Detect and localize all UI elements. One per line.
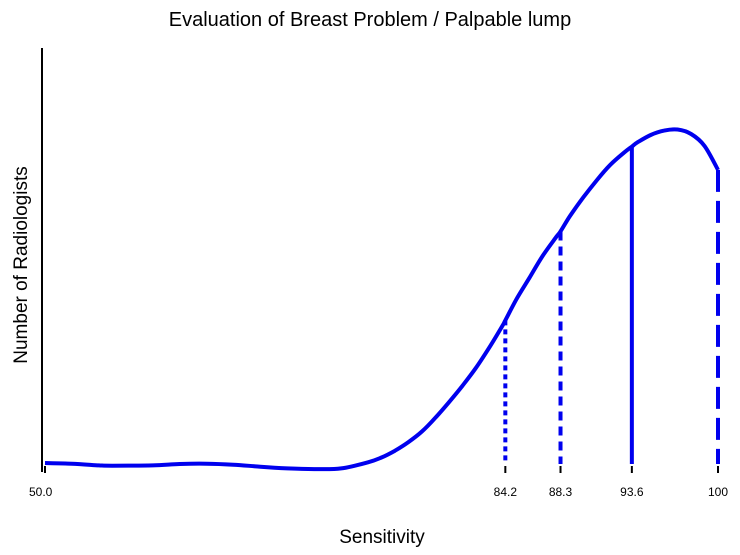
x-axis-ticks: 50.0 84.2 88.3 93.6 100: [29, 466, 728, 499]
y-axis-label: Number of Radiologists: [11, 166, 32, 363]
x-axis-label: Sensitivity: [339, 527, 425, 548]
x-tick-label-2: 88.3: [549, 485, 573, 499]
series-layer: [44, 127, 720, 472]
reference-lines: [503, 146, 720, 464]
chart-title: Evaluation of Breast Problem / Palpable …: [169, 9, 571, 31]
x-tick-label-1: 84.2: [494, 485, 518, 499]
series-line-0: [44, 127, 720, 472]
x-tick-label-3: 93.6: [620, 485, 644, 499]
x-tick-label-4: 100: [708, 485, 728, 499]
x-tick-label-0: 50.0: [29, 485, 53, 499]
